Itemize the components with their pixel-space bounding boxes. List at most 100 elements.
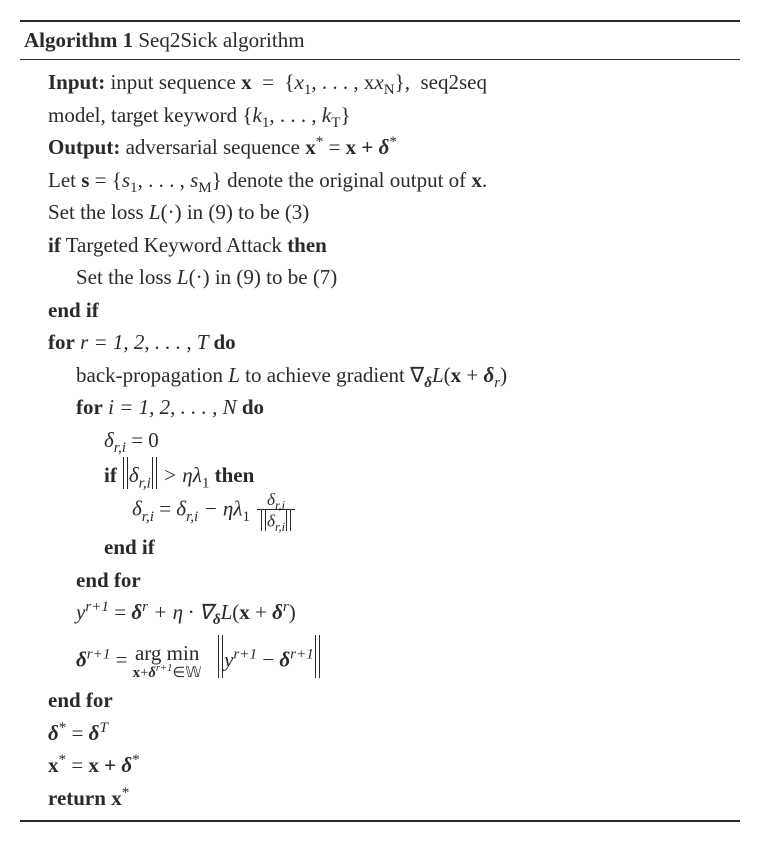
var-delta: δ [267,512,275,531]
var-delta: δ [129,463,139,487]
var-delta: δ [89,721,100,745]
var-delta: δ [267,490,275,509]
sub: r,i [139,475,151,491]
var-delta: δ [131,600,142,624]
dots: , . . . , [138,168,191,192]
norm-bar-left [261,510,266,531]
for-r: for r = 1, 2, . . . , T do [48,326,736,359]
algorithm-label: Algorithm 1 [24,28,133,52]
argmin-constraint: x+δr+1∈𝕎 [133,664,202,681]
text: input sequence [110,70,241,94]
var-delta: δ [104,428,114,452]
eq: = 0 [126,428,159,452]
var-x: x [305,135,316,159]
output-keyword: Output: [48,135,120,159]
sup: T [99,720,107,736]
input-line-2: model, target keyword {k1, . . . , kT} [48,99,736,132]
dots: , . . . , [269,103,322,127]
rule-top [20,20,740,22]
star: * [389,134,397,150]
endfor-keyword: end for [48,688,113,712]
end-for-i: end for [48,564,736,597]
for-body: r = 1, 2, . . . , T [75,330,214,354]
text: model, target keyword { [48,103,252,127]
algorithm-body: Input: input sequence x = {x1, . . . , x… [20,66,740,814]
sub: r,i [275,520,285,534]
eq: = [323,135,345,159]
var-L: L [432,363,444,387]
sub: 1 [202,475,210,491]
return-keyword: return [48,786,106,810]
algorithm-block: Algorithm 1 Seq2Sick algorithm Input: in… [20,20,740,822]
backprop-line: back-propagation L to achieve gradient ∇… [48,359,736,392]
sub: 1 [130,180,138,196]
argmin-top: arg min [133,643,202,664]
var-delta: δ [379,135,390,159]
for-keyword: for [76,395,103,419]
if-targeted: if Targeted Keyword Attack then [48,229,736,262]
return-line: return x* [48,782,736,815]
delta-star: δ* = δT [48,717,736,750]
set-loss-3: Set the loss L(·) in (9) to be (3) [48,196,736,229]
fraction-num: δr,i [257,491,295,510]
var-delta: δ [176,497,186,521]
endif-keyword: end if [48,298,99,322]
var-delta: δ [121,753,132,777]
then-keyword: then [215,463,255,487]
fraction-den: δr,i [257,510,295,531]
do-keyword: do [213,330,235,354]
var-delta: δ [148,665,156,681]
set-loss-7: Set the loss L(·) in (9) to be (7) [48,261,736,294]
var-delta: δ [272,600,283,624]
in: ∈ [172,665,185,681]
sub: r,i [142,509,154,525]
var-L: L [221,600,233,624]
var-x: x [241,70,252,94]
output-line: Output: adversarial sequence x* = x + δ* [48,131,736,164]
norm-bar-left [123,457,128,490]
minus: − ηλ [198,497,242,521]
close: ) [500,363,507,387]
argmin-stack: arg min x+δr+1∈𝕎 [133,643,202,681]
text: seq2seq [421,70,488,94]
input-keyword: Input: [48,70,105,94]
star: * [59,752,67,768]
var-y: y [76,600,85,624]
dots: , . . . , x [311,70,374,94]
star: * [132,752,140,768]
for-keyword: for [48,330,75,354]
delta-projection: δr+1 = arg min x+δr+1∈𝕎 yr+1 − δr+1 [48,635,736,681]
norm-bar-right [286,510,291,531]
delta-ri-zero: δr,i = 0 [48,424,736,457]
close: } [340,103,350,127]
sub: r,i [186,509,198,525]
var-x: x + [346,135,379,159]
sup: r+1 [85,599,109,615]
text: } denote the original output of [212,168,472,192]
eq: = [110,647,132,671]
var-x: x [48,753,59,777]
fraction: δr,i δr,i [255,491,297,531]
sup: r+1 [156,663,173,674]
paren: (x + [232,600,272,624]
text: (·) in (9) to be (3) [161,200,310,224]
star: * [122,785,130,801]
text: Set the loss [76,265,177,289]
norm-bar-left [218,635,223,678]
end-if-1: end if [48,294,736,327]
for-body: i = 1, 2, . . . , N [103,395,242,419]
cond: Targeted Keyword Attack [61,233,287,257]
minus: − [257,647,279,671]
var-xi: x [295,70,304,94]
input-line-1: Input: input sequence x = {x1, . . . , x… [48,66,736,99]
if-keyword: if [48,233,61,257]
end-for-r: end for [48,684,736,717]
rule-bottom [20,820,740,822]
var-delta: δ [48,721,59,745]
sub: r,i [114,440,126,456]
text: Set the loss [48,200,149,224]
sup: r+1 [87,646,111,662]
var-L: L [228,363,240,387]
text: back-propagation [76,363,228,387]
sub: 1 [242,509,250,525]
